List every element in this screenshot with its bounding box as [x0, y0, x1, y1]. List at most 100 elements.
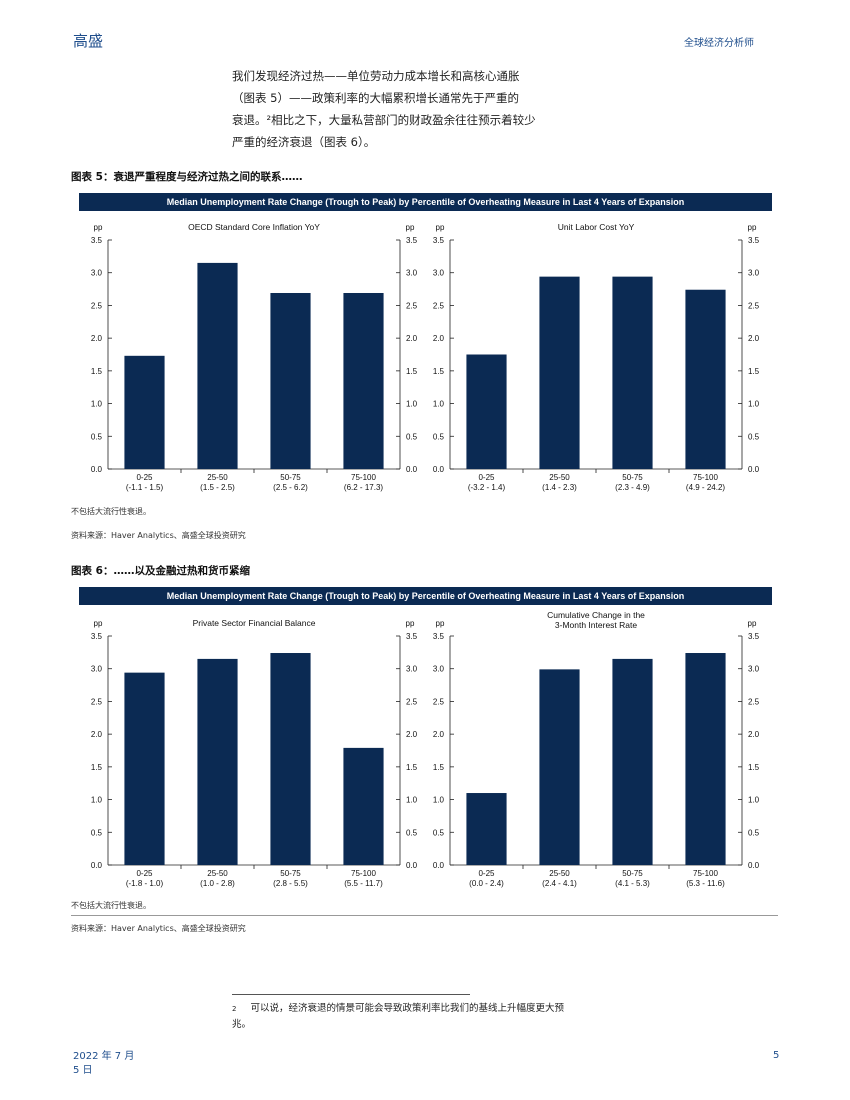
x-range-label: (6.2 - 17.3) [344, 483, 383, 492]
footnote-number: 2 [232, 1005, 237, 1013]
figure5-banner: Median Unemployment Rate Change (Trough … [79, 193, 772, 211]
y-tick-label-right: 1.5 [406, 367, 418, 376]
bar [466, 793, 507, 865]
bar [124, 355, 165, 469]
y-tick-label-right: 0.5 [748, 828, 760, 837]
page-number: 5 [773, 1050, 780, 1061]
y-tick-label-left: 1.5 [91, 367, 103, 376]
x-range-label: (1.5 - 2.5) [200, 483, 235, 492]
y-tick-label-left: 3.0 [433, 269, 445, 278]
bar [124, 672, 165, 865]
y-tick-label-right: 1.5 [406, 763, 418, 772]
y-tick-label-left: 1.5 [91, 763, 103, 772]
x-tick-label: 0-25 [478, 869, 495, 878]
y-unit-left: pp [436, 619, 445, 628]
footer-date: 2022 年 7 月 5 日 [73, 1051, 135, 1076]
chart-unit-labor-cost: Unit Labor Cost YoY pp pp 0.0 0.0 0.5 0.5 1.0 1.… [433, 222, 760, 492]
y-tick-label-left: 0.5 [433, 828, 445, 837]
x-range-label: (-3.2 - 1.4) [468, 483, 506, 492]
y-tick-label-left: 0.5 [91, 828, 103, 837]
figure6-charts: Private Sector Financial Balance pp pp 0.0 0… [91, 612, 760, 888]
chart-title: OECD Standard Core Inflation YoY [188, 222, 320, 232]
chart-title: Cumulative Change in the [547, 612, 645, 620]
bar [685, 653, 726, 865]
x-tick-label: 50-75 [280, 869, 301, 878]
y-unit-right: pp [748, 223, 757, 232]
figure5-title: 图表 5：衰退严重程度与经济过热之间的联系…… [71, 171, 303, 183]
x-range-label: (4.9 - 24.2) [686, 483, 725, 492]
footnote-rule [232, 994, 470, 995]
y-tick-label-left: 1.0 [433, 796, 445, 805]
y-tick-label-right: 2.5 [406, 697, 418, 706]
y-tick-label-right: 0.0 [748, 465, 760, 474]
y-tick-label-right: 2.5 [748, 697, 760, 706]
y-tick-label-right: 3.0 [748, 269, 760, 278]
y-tick-label-right: 1.0 [748, 400, 760, 409]
y-unit-right: pp [748, 619, 757, 628]
bar [270, 292, 311, 469]
y-tick-label-right: 0.0 [406, 465, 418, 474]
chart-core-inflation: OECD Standard Core Inflation YoY pp pp 0.0 0… [91, 222, 418, 492]
y-tick-label-left: 2.0 [91, 334, 103, 343]
y-tick-label-left: 2.5 [433, 697, 445, 706]
y-tick-label-left: 3.5 [91, 632, 103, 641]
bar [612, 658, 653, 865]
x-tick-label: 50-75 [280, 473, 301, 482]
y-tick-label-right: 3.5 [406, 632, 418, 641]
body-paragraph: 我们发现经济过热——单位劳动力成本增长和高核心通胀 （图表 5）——政策利率的大… [232, 65, 562, 153]
y-unit-right: pp [406, 619, 415, 628]
y-tick-label-left: 2.0 [433, 334, 445, 343]
y-tick-label-left: 3.0 [433, 665, 445, 674]
y-tick-label-right: 3.5 [748, 236, 760, 245]
chart-title: Private Sector Financial Balance [193, 618, 316, 628]
y-tick-label-left: 1.0 [91, 796, 103, 805]
section-title: 全球经济分析师 [684, 38, 754, 49]
bar [343, 292, 384, 469]
body-line-4: 严重的经济衰退（图表 6）。 [232, 135, 376, 149]
bar [343, 747, 384, 865]
bar [197, 262, 238, 469]
bar [539, 669, 580, 865]
y-tick-label-left: 3.0 [91, 665, 103, 674]
x-tick-label: 25-50 [207, 473, 228, 482]
y-tick-label-left: 2.0 [433, 730, 445, 739]
x-tick-label: 0-25 [478, 473, 495, 482]
bar [466, 354, 507, 469]
body-line-3: 衰退。²相比之下，大量私营部门的财政盈余往往预示着较少 [232, 113, 536, 127]
y-tick-label-right: 0.5 [406, 828, 418, 837]
x-tick-label: 0-25 [136, 473, 153, 482]
x-tick-label: 25-50 [207, 869, 228, 878]
y-tick-label-right: 3.5 [748, 632, 760, 641]
x-tick-label: 0-25 [136, 869, 153, 878]
x-range-label: (2.5 - 6.2) [273, 483, 308, 492]
y-tick-label-right: 0.5 [748, 432, 760, 441]
x-range-label: (-1.1 - 1.5) [126, 483, 164, 492]
y-tick-label-left: 1.0 [433, 400, 445, 409]
y-unit-left: pp [436, 223, 445, 232]
y-tick-label-left: 0.5 [433, 432, 445, 441]
y-tick-label-right: 1.0 [406, 400, 418, 409]
footnote: 2 可以说，经济衰退的情景可能会导致政策利率比我们的基线上升幅度更大预兆。 [232, 1001, 577, 1033]
x-tick-label: 75-100 [351, 473, 376, 482]
figure6-source: 资料来源：Haver Analytics、高盛全球投资研究 [71, 924, 246, 933]
y-tick-label-left: 2.5 [433, 301, 445, 310]
y-unit-left: pp [94, 619, 103, 628]
y-tick-label-right: 1.5 [748, 763, 760, 772]
y-tick-label-right: 1.0 [406, 796, 418, 805]
y-tick-label-right: 0.5 [406, 432, 418, 441]
figure5-charts: OECD Standard Core Inflation YoY pp pp 0.0 0… [91, 222, 760, 492]
y-tick-label-right: 2.5 [406, 301, 418, 310]
bar [539, 276, 580, 469]
figure6-note: 不包括大流行性衰退。 [71, 901, 151, 910]
x-range-label: (4.1 - 5.3) [615, 879, 650, 888]
x-range-label: (1.0 - 2.8) [200, 879, 235, 888]
x-tick-label: 25-50 [549, 869, 570, 878]
x-tick-label: 75-100 [693, 473, 718, 482]
y-tick-label-left: 3.5 [433, 236, 445, 245]
y-tick-label-right: 1.5 [748, 367, 760, 376]
chart-private-sector-balance: Private Sector Financial Balance pp pp 0.0 0… [91, 618, 418, 888]
x-range-label: (0.0 - 2.4) [469, 879, 504, 888]
y-tick-label-left: 3.5 [433, 632, 445, 641]
y-tick-label-left: 0.5 [91, 432, 103, 441]
